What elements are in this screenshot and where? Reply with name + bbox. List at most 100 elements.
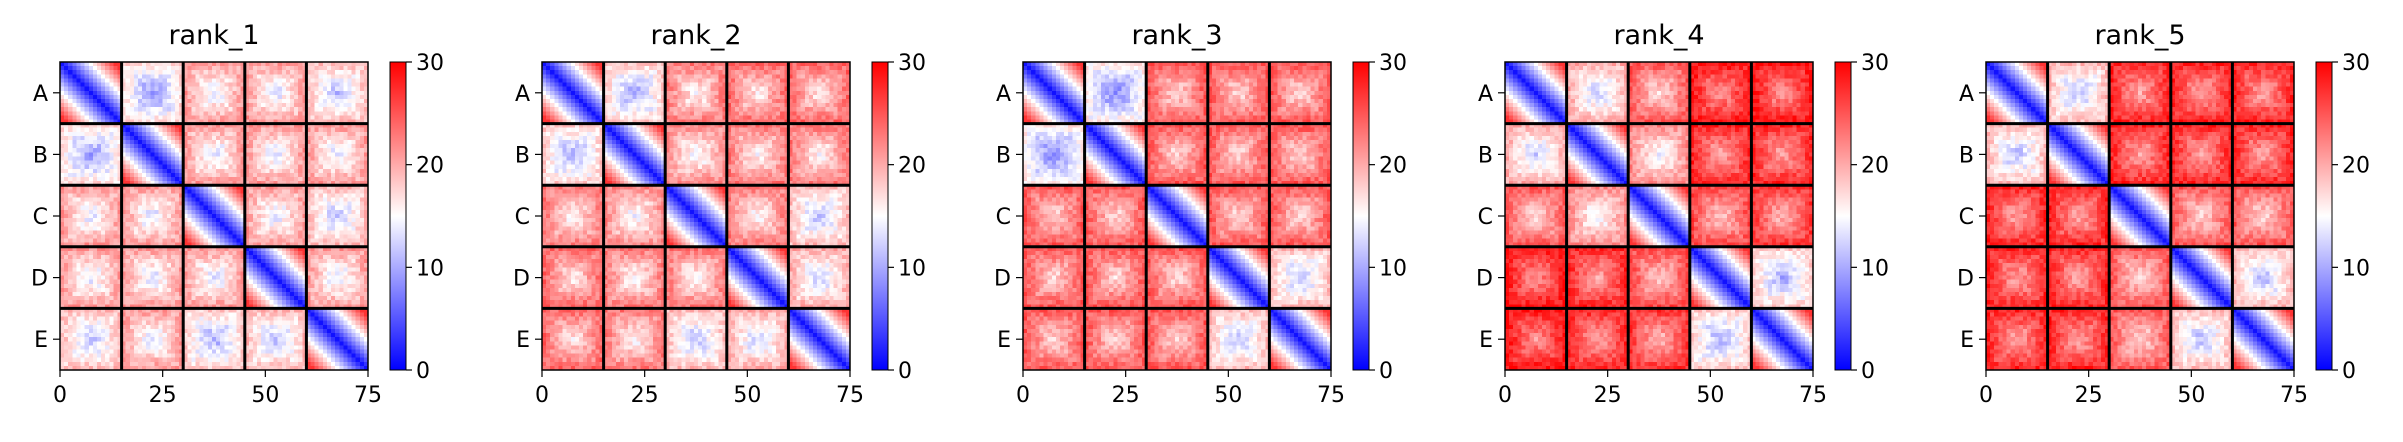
heatmap-cell [167,66,172,71]
heatmap-cell [150,251,155,256]
heatmap-cell [347,136,352,141]
heatmap-cell [360,288,365,293]
heatmap-cell [130,169,135,174]
heatmap-cell [175,161,180,166]
heatmap-cell [93,132,98,137]
heatmap-cell [343,173,348,178]
heatmap-cell [208,267,213,272]
heatmap-cell [130,267,135,272]
heatmap-cell [315,136,320,141]
heatmap-cells [60,62,369,371]
heatmap-cell [146,222,151,227]
heatmap-cell [249,91,254,96]
heatmap-cell [343,202,348,207]
heatmap-cell [278,300,283,305]
heatmap-cell [237,300,242,305]
heatmap-cell [327,226,332,231]
heatmap-cell [97,271,102,276]
heatmap-cell [154,234,159,239]
heatmap-cell [126,95,131,100]
heatmap-cell [97,280,102,285]
heatmap-cell [68,198,73,203]
heatmap-cell [105,218,110,223]
heatmap-cell [134,292,139,297]
heatmap-cell [175,193,180,198]
heatmap-cell [237,165,242,170]
heatmap-cell [257,87,262,92]
heatmap-cell [232,276,237,281]
heatmap-cell [208,144,213,149]
heatmap-cell [224,321,229,326]
heatmap-cell [167,267,172,272]
heatmap-cell [294,152,299,157]
heatmap-cell [237,173,242,178]
heatmap-cell [360,263,365,268]
heatmap-cell [200,202,205,207]
heatmap-cell [187,136,192,141]
heatmap-cell [232,206,237,211]
heatmap-cell [286,226,291,231]
heatmap-cell [311,132,316,137]
heatmap-cell [315,255,320,260]
heatmap-cell [150,263,155,268]
heatmap-cell [97,74,102,79]
heatmap-cell [113,313,118,318]
heatmap-cell [220,70,225,75]
heatmap-cell [208,284,213,289]
heatmap-cell [343,230,348,235]
heatmap-cell [163,165,168,170]
heatmap-cell [212,177,217,182]
heatmap-cell [93,91,98,96]
heatmap-cell [97,284,102,289]
heatmap-cell [113,321,118,326]
heatmap-cell [130,95,135,100]
heatmap-cell [138,111,143,116]
heatmap-cell [220,103,225,108]
heatmap-cell [134,193,139,198]
heatmap-cell [154,280,159,285]
heatmap-cell [335,230,340,235]
heatmap-cell [159,234,164,239]
heatmap-cell [85,271,90,276]
heatmap-cell [105,169,110,174]
heatmap-cell [220,189,225,194]
heatmap-cell [171,169,176,174]
heatmap-cell [282,300,287,305]
heatmap-cell [265,210,270,215]
heatmap-cell [85,128,90,133]
heatmap-cell [93,74,98,79]
heatmap-cell [150,136,155,141]
heatmap-cell [76,263,81,268]
heatmap-cell [142,230,147,235]
heatmap-cell [319,161,324,166]
heatmap-cell [171,206,176,211]
heatmap-cell [187,267,192,272]
heatmap-cell [81,271,86,276]
heatmap-cell [331,288,336,293]
heatmap-cell [257,165,262,170]
heatmap-cell [343,193,348,198]
heatmap-cell [109,132,114,137]
heatmap-cell [331,111,336,116]
heatmap-cell [113,218,118,223]
heatmap-cell [327,259,332,264]
heatmap-cell [274,87,279,92]
heatmap-cell [167,325,172,330]
heatmap-cell [224,66,229,71]
heatmap-cell [93,218,98,223]
heatmap-cell [85,251,90,256]
heatmap-cell [126,206,131,211]
heatmap-cell [319,83,324,88]
heatmap-cell [220,214,225,219]
heatmap-cell [282,296,287,301]
heatmap-cell [216,214,221,219]
heatmap-cell [360,251,365,256]
heatmap-cell [142,144,147,149]
heatmap-cell [224,115,229,120]
heatmap-cell [278,329,283,334]
heatmap-cell [331,329,336,334]
heatmap-cell [187,296,192,301]
heatmap-cell [335,198,340,203]
heatmap-cell [154,87,159,92]
heatmap-cell [200,152,205,157]
